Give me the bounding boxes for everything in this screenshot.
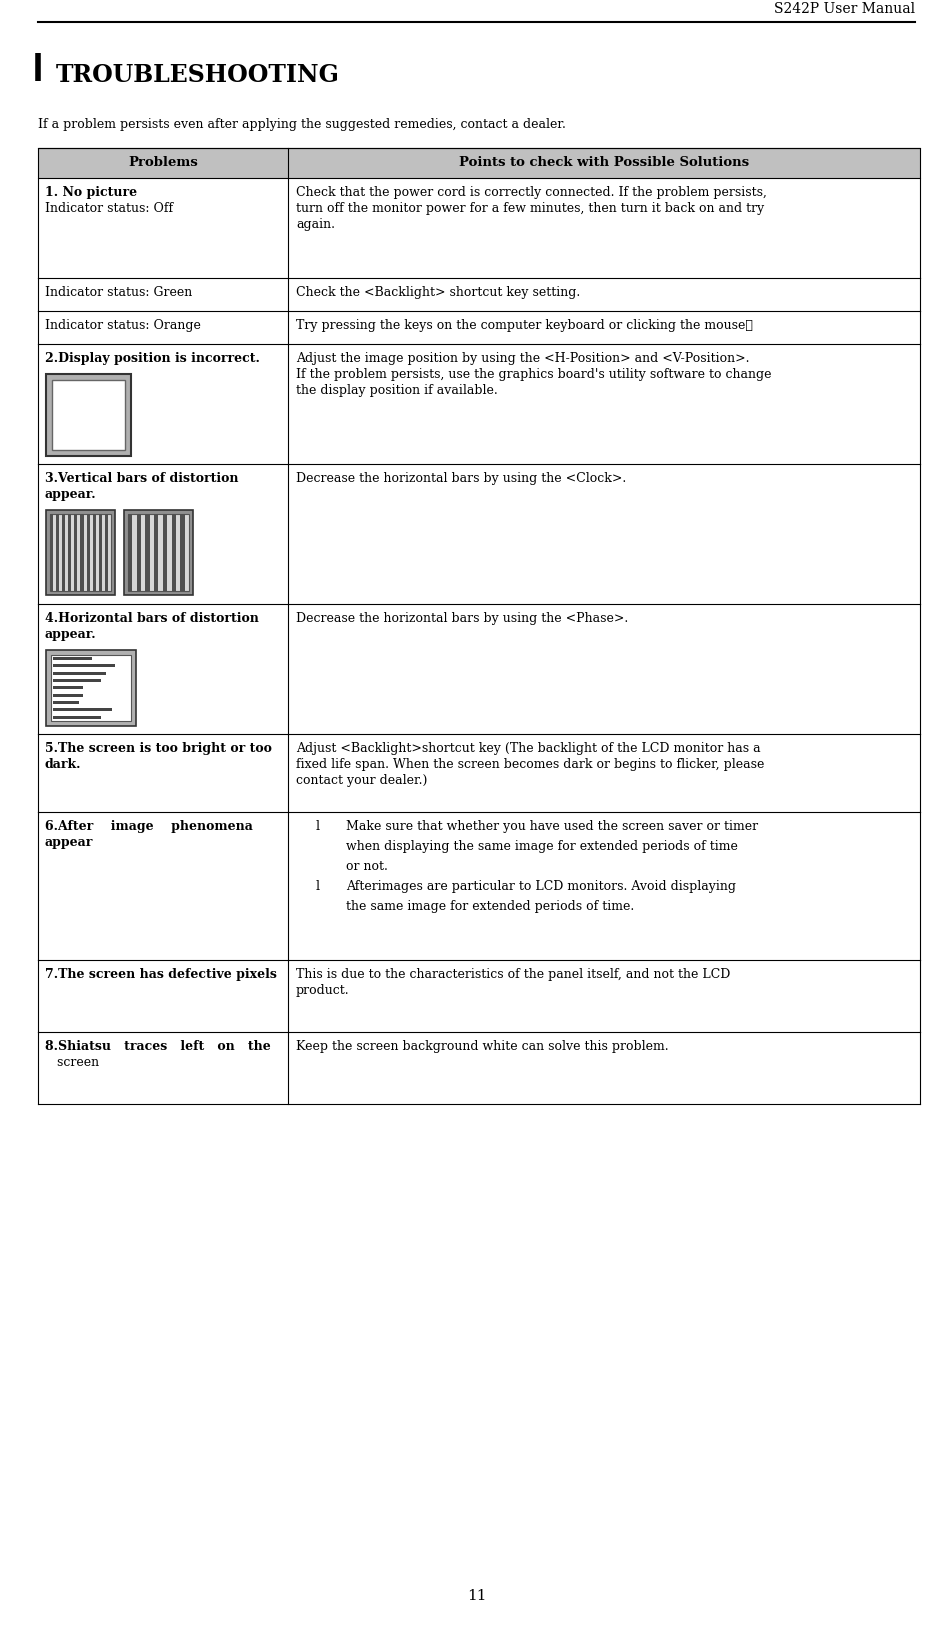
Text: turn off the monitor power for a few minutes, then turn it back on and try: turn off the monitor power for a few min… [296, 202, 764, 215]
Bar [105, 514, 108, 590]
Bar [87, 514, 89, 590]
Bar [46, 511, 115, 595]
Text: fixed life span. When the screen becomes dark or begins to flicker, please: fixed life span. When the screen becomes… [296, 758, 764, 771]
Text: 1. No picture: 1. No picture [45, 185, 137, 198]
Text: Decrease the horizontal bars by using the <Phase>.: Decrease the horizontal bars by using th… [296, 611, 627, 624]
Text: appear.: appear. [45, 488, 96, 501]
Text: This is due to the characteristics of the panel itself, and not the LCD: This is due to the characteristics of th… [296, 967, 729, 980]
Text: or not.: or not. [346, 860, 387, 873]
Text: l: l [316, 880, 320, 893]
Text: Points to check with Possible Solutions: Points to check with Possible Solutions [459, 156, 748, 169]
Text: contact your dealer.): contact your dealer.) [296, 774, 426, 787]
Text: 7.The screen has defective pixels: 7.The screen has defective pixels [45, 967, 277, 980]
Text: appear: appear [45, 836, 93, 849]
Bar [128, 514, 132, 590]
Text: 3.Vertical bars of distortion: 3.Vertical bars of distortion [45, 472, 238, 485]
Bar [53, 694, 83, 698]
Text: Make sure that whether you have used the screen saver or timer: Make sure that whether you have used the… [346, 820, 758, 833]
Bar [136, 514, 141, 590]
Bar [51, 655, 130, 720]
Bar [154, 514, 158, 590]
Text: Adjust the image position by using the <H-Position> and <V-Position>.: Adjust the image position by using the <… [296, 351, 748, 364]
Bar [53, 657, 92, 660]
Bar [52, 380, 125, 450]
Bar [53, 665, 115, 668]
Text: Indicator status: Orange: Indicator status: Orange [45, 319, 201, 332]
Text: l: l [316, 820, 320, 833]
Text: Indicator status: Green: Indicator status: Green [45, 286, 192, 299]
Bar [92, 514, 95, 590]
Bar [53, 672, 107, 675]
Text: 2.Display position is incorrect.: 2.Display position is incorrect. [45, 351, 260, 364]
Bar [56, 514, 59, 590]
Text: appear.: appear. [45, 628, 96, 641]
Bar [62, 514, 65, 590]
Text: 11: 11 [466, 1589, 486, 1603]
Text: screen: screen [45, 1055, 99, 1068]
Bar [99, 514, 102, 590]
Bar [171, 514, 176, 590]
Bar [180, 514, 185, 590]
Text: Check the <Backlight> shortcut key setting.: Check the <Backlight> shortcut key setti… [296, 286, 580, 299]
Bar [50, 514, 110, 590]
Bar [69, 514, 71, 590]
Bar [46, 374, 130, 455]
Text: Try pressing the keys on the computer keyboard or clicking the mouse。: Try pressing the keys on the computer ke… [296, 319, 752, 332]
Text: the display position if available.: the display position if available. [296, 384, 497, 397]
Bar [53, 686, 83, 689]
Text: Indicator status: Off: Indicator status: Off [45, 202, 173, 215]
Bar [38, 148, 919, 177]
Text: when displaying the same image for extended periods of time: when displaying the same image for exten… [346, 841, 737, 854]
Text: If a problem persists even after applying the suggested remedies, contact a deal: If a problem persists even after applyin… [38, 119, 565, 132]
Bar [80, 514, 84, 590]
Text: Adjust <Backlight>shortcut key (The backlight of the LCD monitor has a: Adjust <Backlight>shortcut key (The back… [296, 741, 760, 754]
Bar [74, 514, 77, 590]
Bar [128, 514, 188, 590]
Bar [46, 650, 136, 725]
Text: dark.: dark. [45, 758, 82, 771]
Text: Decrease the horizontal bars by using the <Clock>.: Decrease the horizontal bars by using th… [296, 472, 625, 485]
Bar [53, 701, 79, 704]
Bar [163, 514, 167, 590]
Text: 4.Horizontal bars of distortion: 4.Horizontal bars of distortion [45, 611, 259, 624]
Bar [53, 715, 101, 719]
Text: Problems: Problems [128, 156, 198, 169]
Bar [146, 514, 149, 590]
Text: 5.The screen is too bright or too: 5.The screen is too bright or too [45, 741, 271, 754]
Text: again.: again. [296, 218, 335, 231]
Text: Afterimages are particular to LCD monitors. Avoid displaying: Afterimages are particular to LCD monito… [346, 880, 735, 893]
Bar [50, 514, 53, 590]
Text: If the problem persists, use the graphics board's utility software to change: If the problem persists, use the graphic… [296, 367, 771, 380]
Text: Check that the power cord is correctly connected. If the problem persists,: Check that the power cord is correctly c… [296, 185, 766, 198]
Text: Keep the screen background white can solve this problem.: Keep the screen background white can sol… [296, 1041, 668, 1054]
Text: 6.After    image    phenomena: 6.After image phenomena [45, 820, 252, 833]
Text: S242P User Manual: S242P User Manual [773, 2, 914, 16]
Text: product.: product. [296, 984, 349, 997]
Text: the same image for extended periods of time.: the same image for extended periods of t… [346, 901, 634, 914]
Bar [53, 709, 111, 712]
Text: TROUBLESHOOTING: TROUBLESHOOTING [56, 63, 340, 88]
Text: 8.Shiatsu   traces   left   on   the: 8.Shiatsu traces left on the [45, 1041, 270, 1054]
Bar [124, 511, 193, 595]
Bar [53, 680, 101, 683]
